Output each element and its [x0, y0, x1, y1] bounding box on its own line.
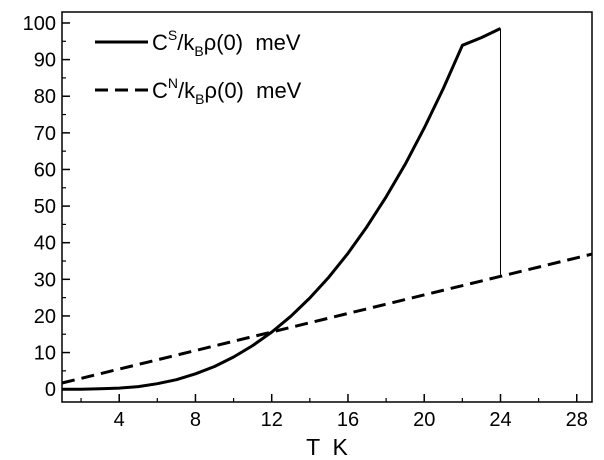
y-tick-label: 20: [34, 306, 56, 328]
tick-labels: 4 8 12 16 20 24 28 0 10 20 30 40 50 60 70 80 90 100: [23, 13, 588, 431]
series-line-solid: [62, 27, 502, 391]
legend-dashed-label: CN/kBρ(0) meV: [152, 75, 302, 107]
y-tick-label: 0: [45, 379, 56, 401]
y-tick-label: 50: [34, 196, 56, 218]
y-tick-label: 80: [34, 86, 56, 108]
legend-solid-label: CS/kBρ(0) meV: [152, 27, 301, 59]
ticks: [62, 22, 578, 402]
legend: CS/kBρ(0) meV CN/kBρ(0) meV: [95, 27, 302, 107]
x-tick-label: 4: [114, 409, 125, 431]
plot-frame: [61, 11, 593, 403]
y-tick-label: 70: [34, 123, 56, 145]
x-tick-label: 12: [261, 409, 283, 431]
y-tick-label: 10: [34, 343, 56, 365]
series-line-dashed: [61, 252, 593, 385]
x-tick-label: 24: [489, 409, 511, 431]
series: [61, 27, 593, 391]
y-tick-label: 60: [34, 159, 56, 181]
x-tick-label: 8: [190, 409, 201, 431]
y-tick-label: 30: [34, 269, 56, 291]
y-tick-label: 40: [34, 233, 56, 255]
x-tick-label: 16: [337, 409, 359, 431]
x-tick-label: 28: [566, 409, 588, 431]
y-tick-label: 90: [34, 50, 56, 72]
x-tick-label: 20: [413, 409, 435, 431]
y-tick-label: 100: [23, 13, 56, 35]
x-axis-label: T K: [306, 434, 348, 460]
